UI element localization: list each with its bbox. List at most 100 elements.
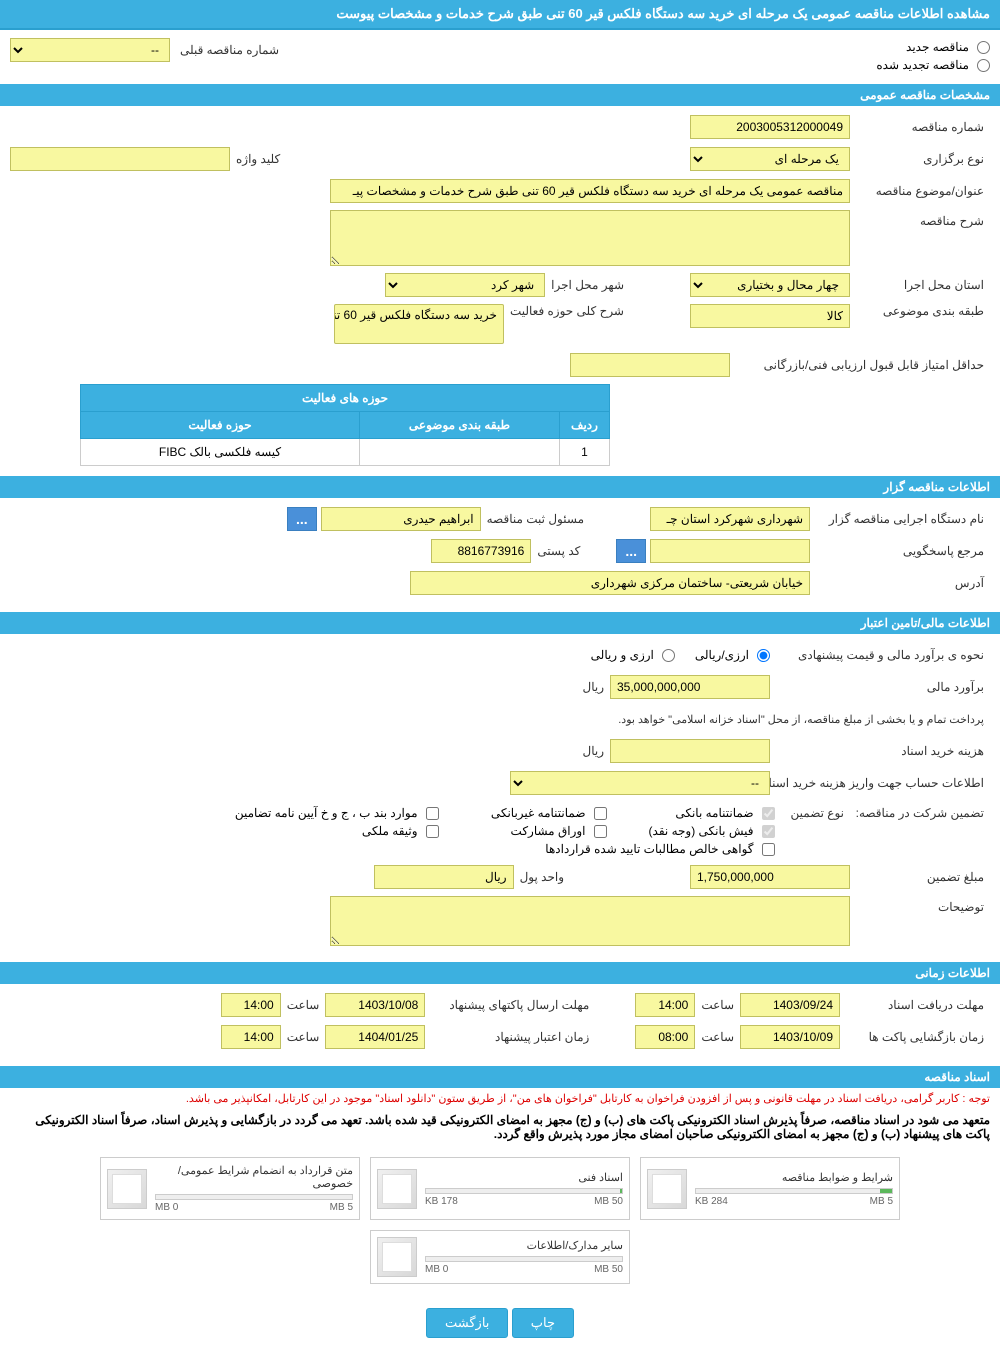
chk-nonbank-input[interactable] [594, 807, 607, 820]
amount-label: مبلغ تضمین [850, 870, 990, 884]
submit-label: مهلت ارسال پاکتهای پیشنهاد [425, 998, 595, 1012]
currency-rial-input[interactable] [757, 649, 770, 662]
activity-select[interactable]: خرید سه دستگاه فلکس قیر 60 تنی طبق شرح [334, 304, 504, 344]
min-score-field[interactable] [570, 353, 730, 377]
section-general: مشخصات مناقصه عمومی [0, 84, 1000, 106]
chk-bank-input[interactable] [762, 807, 775, 820]
doc-total-4: 50 MB [594, 1264, 623, 1275]
section-timing: اطلاعات زمانی [0, 962, 1000, 984]
receive-time-field[interactable] [635, 993, 695, 1017]
submit-time-field[interactable] [221, 993, 281, 1017]
chk-receipt-input[interactable] [762, 825, 775, 838]
postal-field[interactable] [431, 539, 531, 563]
doc-box-1[interactable]: شرایط و ضوابط مناقصه 5 MB284 KB [640, 1157, 900, 1220]
doc-used-2: 178 KB [425, 1196, 458, 1207]
description-field[interactable] [330, 210, 850, 266]
rial-label: ریال [576, 680, 610, 694]
general-content: شماره مناقصه نوع برگزاری یک مرحله ای کلی… [0, 106, 1000, 474]
open-time-label: ساعت [695, 1030, 740, 1044]
open-time-field[interactable] [635, 1025, 695, 1049]
doc-box-4[interactable]: سایر مدارک/اطلاعات 50 MB0 MB [370, 1230, 630, 1284]
currency-foreign-radio[interactable]: ارزی و ریالی [591, 646, 675, 664]
rial-label-2: ریال [576, 744, 610, 758]
open-date-field[interactable] [740, 1025, 840, 1049]
responder-label: مرجع پاسخگویی [810, 544, 990, 558]
submit-date-field[interactable] [325, 993, 425, 1017]
province-label: استان محل اجرا [850, 278, 990, 292]
receive-date-field[interactable] [740, 993, 840, 1017]
validity-date-field[interactable] [325, 1025, 425, 1049]
cell-activity: کیسه فلکسی بالک FIBC [81, 439, 360, 466]
timing-content: مهلت دریافت اسناد ساعت مهلت ارسال پاکتها… [0, 984, 1000, 1064]
responder-field[interactable] [650, 539, 810, 563]
footer-buttons: چاپ بازگشت [0, 1296, 1000, 1350]
currency-rial-label: ارزی/ریالی [695, 648, 749, 662]
radio-new-input[interactable] [977, 41, 990, 54]
validity-time-field[interactable] [221, 1025, 281, 1049]
address-field[interactable] [410, 571, 810, 595]
validity-time-label: ساعت [281, 1030, 326, 1044]
responsible-field[interactable] [321, 507, 481, 531]
doc-title-3: متن قرارداد به انضمام شرایط عمومی/خصوصی [155, 1164, 353, 1190]
submit-time-label: ساعت [281, 998, 326, 1012]
doc-box-3[interactable]: متن قرارداد به انضمام شرایط عمومی/خصوصی … [100, 1157, 360, 1220]
table-row: 1 کیسه فلکسی بالک FIBC [81, 439, 610, 466]
responsible-label: مسئول ثبت مناقصه [481, 512, 590, 526]
chk-property[interactable]: وثیقه ملکی [362, 824, 439, 838]
doc-bar-1 [880, 1189, 892, 1193]
print-button[interactable]: چاپ [512, 1308, 574, 1338]
notes-field[interactable] [330, 896, 850, 946]
folder-icon [377, 1237, 417, 1277]
docs-content: شرایط و ضوابط مناقصه 5 MB284 KB اسناد فن… [0, 1145, 1000, 1296]
currency-foreign-input[interactable] [662, 649, 675, 662]
amount-field[interactable] [690, 865, 850, 889]
unit-field[interactable] [374, 865, 514, 889]
folder-icon [377, 1169, 417, 1209]
estimate-field[interactable] [610, 675, 770, 699]
subject-field[interactable] [330, 179, 850, 203]
province-select[interactable]: چهار محال و بختیاری [690, 273, 850, 297]
chk-cert-input[interactable] [762, 843, 775, 856]
min-score-label: حداقل امتیاز قابل قبول ارزیابی فنی/بازرگ… [730, 358, 990, 372]
doc-cost-label: هزینه خرید اسناد [770, 744, 990, 758]
category-field[interactable] [690, 304, 850, 328]
unit-label: واحد پول [514, 870, 570, 884]
doc-used-4: 0 MB [425, 1264, 448, 1275]
chk-receipt-label: فیش بانکی (وجه نقد) [649, 824, 754, 838]
chk-receipt[interactable]: فیش بانکی (وجه نقد) [615, 824, 775, 838]
account-label: اطلاعات حساب جهت واریز هزینه خرید اسناد [770, 776, 990, 790]
more-button-2[interactable]: ... [616, 539, 646, 563]
org-name-field[interactable] [650, 507, 810, 531]
doc-cost-field[interactable] [610, 739, 770, 763]
radio-renewed-tender[interactable]: مناقصه تجدید شده [590, 56, 990, 74]
chk-nonbank[interactable]: ضمانتنامه غیربانکی [447, 806, 607, 820]
city-select[interactable]: شهر کرد [385, 273, 545, 297]
prev-number-select[interactable]: -- [10, 38, 170, 62]
doc-box-2[interactable]: اسناد فنی 50 MB178 KB [370, 1157, 630, 1220]
keyword-field[interactable] [10, 147, 230, 171]
cell-category [360, 439, 560, 466]
address-label: آدرس [810, 576, 990, 590]
guarantee-type-label: نوع تضمین [785, 806, 850, 820]
account-select[interactable]: -- [510, 771, 770, 795]
holding-type-select[interactable]: یک مرحله ای [690, 147, 850, 171]
chk-property-label: وثیقه ملکی [362, 824, 418, 838]
chk-regulation-input[interactable] [426, 807, 439, 820]
more-button[interactable]: ... [287, 507, 317, 531]
subject-label: عنوان/موضوع مناقصه [850, 184, 990, 198]
chk-bonds[interactable]: اوراق مشارکت [447, 824, 607, 838]
tender-number-field[interactable] [690, 115, 850, 139]
currency-rial-radio[interactable]: ارزی/ریالی [695, 646, 770, 664]
chk-bank[interactable]: ضمانتنامه بانکی [615, 806, 775, 820]
docs-note-1: توجه : کاربر گرامی، دریافت اسناد در مهلت… [0, 1088, 1000, 1109]
chk-bonds-input[interactable] [594, 825, 607, 838]
radio-renewed-label: مناقصه تجدید شده [876, 58, 969, 72]
col-category: طبقه بندی موضوعی [360, 412, 560, 439]
chk-property-input[interactable] [426, 825, 439, 838]
back-button[interactable]: بازگشت [426, 1308, 508, 1338]
col-activity: حوزه فعالیت [81, 412, 360, 439]
radio-new-tender[interactable]: مناقصه جدید [590, 38, 990, 56]
chk-cert[interactable]: گواهی خالص مطالبات تایید شده قراردادها [545, 842, 774, 856]
radio-renewed-input[interactable] [977, 59, 990, 72]
chk-regulation[interactable]: موارد بند ب ، ج و خ آیین نامه تضامین [235, 806, 439, 820]
